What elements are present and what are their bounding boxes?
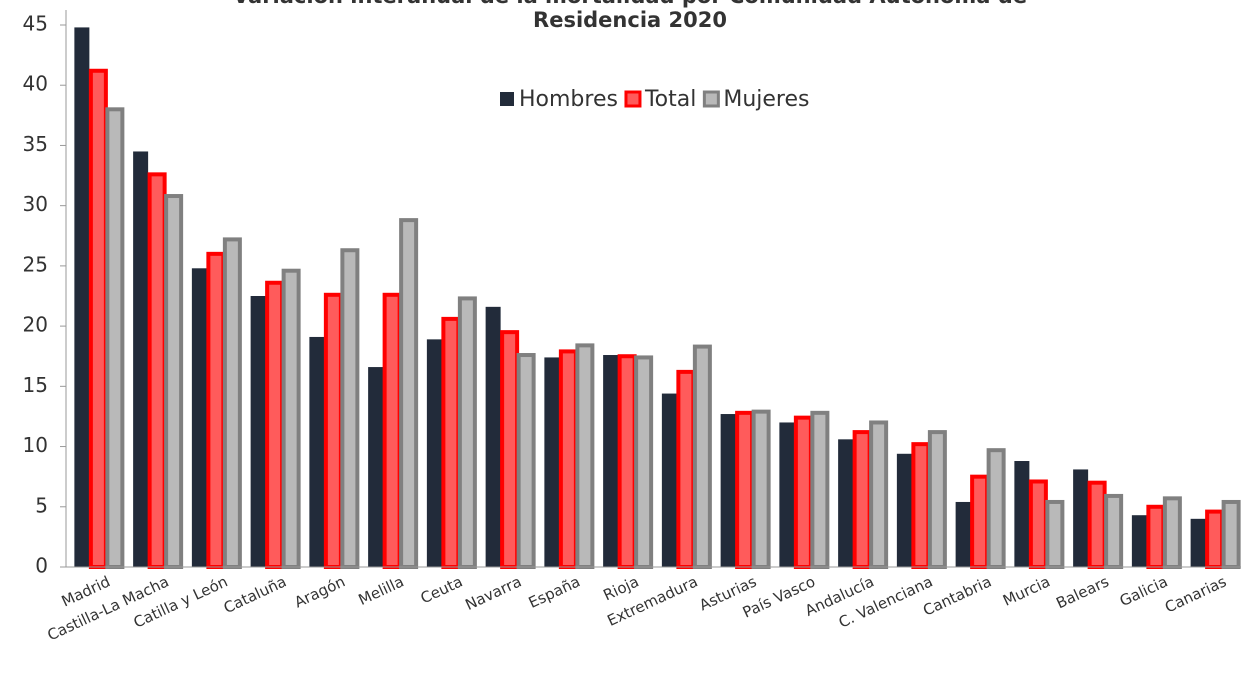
- bar: [516, 353, 536, 570]
- bar: [970, 474, 990, 569]
- bar: [1131, 515, 1147, 567]
- bar: [441, 316, 461, 569]
- bar: [1190, 518, 1206, 567]
- bar: [1221, 499, 1241, 569]
- bar: [105, 107, 125, 570]
- bar: [1205, 509, 1225, 569]
- bar: [810, 410, 830, 569]
- y-tick-label: 45: [23, 12, 48, 36]
- bar: [309, 336, 325, 567]
- y-tick-label: 35: [23, 132, 48, 156]
- bar: [617, 354, 637, 569]
- x-tick-label: Aragón: [292, 572, 348, 611]
- y-tick-label: 25: [23, 252, 48, 276]
- y-tick-label: 5: [35, 493, 48, 517]
- bar: [661, 393, 677, 567]
- bar: [793, 415, 813, 569]
- bar: [382, 292, 402, 569]
- bar: [1162, 496, 1182, 570]
- bar: [575, 343, 595, 570]
- bar: [147, 172, 167, 569]
- bar: [1045, 499, 1065, 569]
- bar: [1028, 479, 1048, 569]
- y-tick-label: 15: [23, 373, 48, 397]
- bar: [281, 268, 301, 569]
- bar: [779, 422, 795, 567]
- y-tick-label: 20: [23, 313, 48, 337]
- bar: [206, 251, 226, 569]
- bar: [340, 248, 360, 569]
- legend-label: Total: [644, 87, 696, 112]
- bar: [265, 280, 285, 569]
- bar: [838, 439, 854, 567]
- bar: [191, 268, 207, 567]
- y-tick-label: 40: [23, 72, 48, 96]
- bar: [222, 237, 242, 569]
- bar: [133, 151, 149, 567]
- legend-swatch: [624, 90, 642, 108]
- bar: [603, 355, 619, 567]
- bar: [250, 296, 266, 567]
- bar: [426, 339, 442, 567]
- x-tick-label: Cantabria: [920, 572, 994, 619]
- bar: [323, 292, 343, 569]
- y-tick-label: 0: [35, 554, 48, 578]
- bar: [500, 330, 520, 569]
- bar: [634, 355, 654, 569]
- bar: [869, 420, 889, 570]
- x-tick-label: Navarra: [462, 572, 524, 614]
- y-tick-label: 30: [23, 192, 48, 216]
- bar: [485, 306, 501, 567]
- bar: [164, 194, 184, 570]
- bar: [911, 442, 931, 569]
- bar: [1104, 493, 1124, 569]
- bar: [368, 367, 384, 567]
- bar: [399, 218, 419, 569]
- bar: [896, 453, 912, 567]
- legend-label: Hombres: [519, 87, 618, 112]
- bar: [74, 27, 90, 568]
- bar: [676, 369, 696, 569]
- x-tick-label: Melilla: [356, 572, 407, 609]
- bar: [852, 430, 872, 570]
- legend-label: Mujeres: [723, 87, 809, 112]
- x-tick-label: Canarias: [1162, 572, 1229, 616]
- x-tick-label: Ceuta: [418, 572, 466, 607]
- bar: [558, 349, 578, 569]
- chart-title: Variación interanual de la mortalidad po…: [233, 0, 1027, 8]
- bar: [544, 357, 560, 567]
- bar: [1146, 504, 1166, 569]
- bar: [88, 68, 108, 569]
- y-tick-label: 10: [23, 433, 48, 457]
- bar: [720, 414, 736, 567]
- x-tick-label: Balears: [1053, 572, 1112, 612]
- x-tick-label: España: [526, 572, 583, 611]
- bar: [955, 501, 971, 567]
- bar: [457, 296, 477, 569]
- bar: [986, 448, 1006, 569]
- x-tick-label: Murcia: [1000, 572, 1053, 609]
- chart-title: Residencia 2020: [533, 8, 727, 32]
- x-tick-label: Galicia: [1117, 572, 1171, 610]
- bar: [1087, 480, 1107, 570]
- bar: [751, 409, 771, 570]
- legend-swatch: [500, 92, 514, 106]
- bar: [692, 344, 712, 569]
- bar: [1073, 469, 1089, 567]
- bar: [1014, 461, 1030, 567]
- bar: [927, 430, 947, 570]
- legend-swatch: [702, 90, 720, 108]
- x-tick-label: Cataluña: [221, 572, 289, 617]
- bar: [735, 410, 755, 569]
